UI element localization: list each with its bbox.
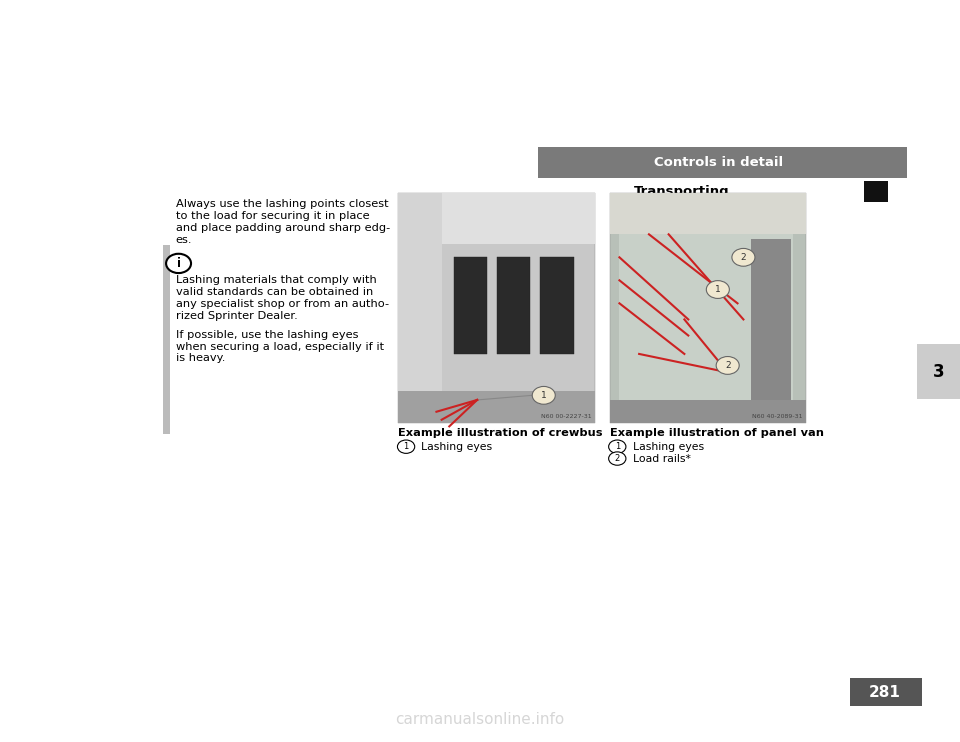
Circle shape: [397, 440, 415, 453]
Bar: [610, 193, 806, 423]
Text: 1: 1: [715, 285, 721, 294]
Bar: [163, 245, 170, 434]
Bar: [398, 193, 595, 243]
Text: Example illustration of panel van: Example illustration of panel van: [610, 428, 824, 439]
Bar: [453, 257, 487, 354]
Text: 281: 281: [869, 685, 901, 700]
Circle shape: [609, 452, 626, 465]
Text: 2: 2: [740, 253, 746, 262]
Circle shape: [166, 254, 191, 273]
Text: 1: 1: [540, 391, 546, 400]
Text: valid standards can be obtained in: valid standards can be obtained in: [176, 287, 372, 298]
Text: is heavy.: is heavy.: [176, 353, 225, 364]
Text: 3: 3: [933, 363, 945, 381]
Text: N60 40-2089-31: N60 40-2089-31: [752, 414, 803, 419]
Text: If possible, use the lashing eyes: If possible, use the lashing eyes: [176, 329, 358, 340]
Text: Always use the lashing points closest: Always use the lashing points closest: [176, 199, 388, 209]
Circle shape: [716, 357, 739, 375]
Text: 1: 1: [403, 442, 409, 451]
Bar: [610, 400, 806, 423]
Text: Transporting: Transporting: [634, 185, 730, 198]
Bar: [398, 193, 442, 423]
Circle shape: [609, 440, 626, 453]
Bar: [752, 239, 791, 400]
Text: Load rails*: Load rails*: [633, 453, 690, 464]
Bar: [540, 257, 573, 354]
Text: 2: 2: [614, 454, 620, 463]
Text: Controls in detail: Controls in detail: [654, 156, 782, 169]
Bar: [610, 193, 806, 234]
Bar: [619, 209, 793, 411]
Bar: [864, 181, 888, 202]
Text: 2: 2: [725, 361, 731, 370]
Text: 1: 1: [614, 442, 620, 451]
Circle shape: [532, 387, 555, 404]
Text: es.: es.: [176, 234, 192, 245]
Text: N60 00-2227-31: N60 00-2227-31: [540, 414, 591, 419]
Text: Lashing eyes: Lashing eyes: [421, 441, 492, 452]
Text: when securing a load, especially if it: when securing a load, especially if it: [176, 341, 384, 352]
Text: Lashing materials that comply with: Lashing materials that comply with: [176, 275, 376, 286]
Text: Lashing eyes: Lashing eyes: [633, 441, 704, 452]
Bar: [538, 147, 907, 178]
Text: Example illustration of crewbus: Example illustration of crewbus: [398, 428, 603, 439]
Text: i: i: [177, 257, 180, 270]
Bar: [917, 344, 960, 399]
Text: carmanualsonline.info: carmanualsonline.info: [396, 712, 564, 727]
Circle shape: [707, 280, 730, 298]
Bar: [850, 678, 922, 706]
Bar: [398, 193, 595, 423]
Text: to the load for securing it in place: to the load for securing it in place: [176, 211, 370, 221]
Bar: [497, 257, 530, 354]
Text: rized Sprinter Dealer.: rized Sprinter Dealer.: [176, 311, 298, 321]
Circle shape: [732, 249, 755, 266]
Bar: [398, 391, 595, 423]
Text: and place padding around sharp edg-: and place padding around sharp edg-: [176, 223, 390, 233]
Text: any specialist shop or from an autho-: any specialist shop or from an autho-: [176, 299, 389, 309]
